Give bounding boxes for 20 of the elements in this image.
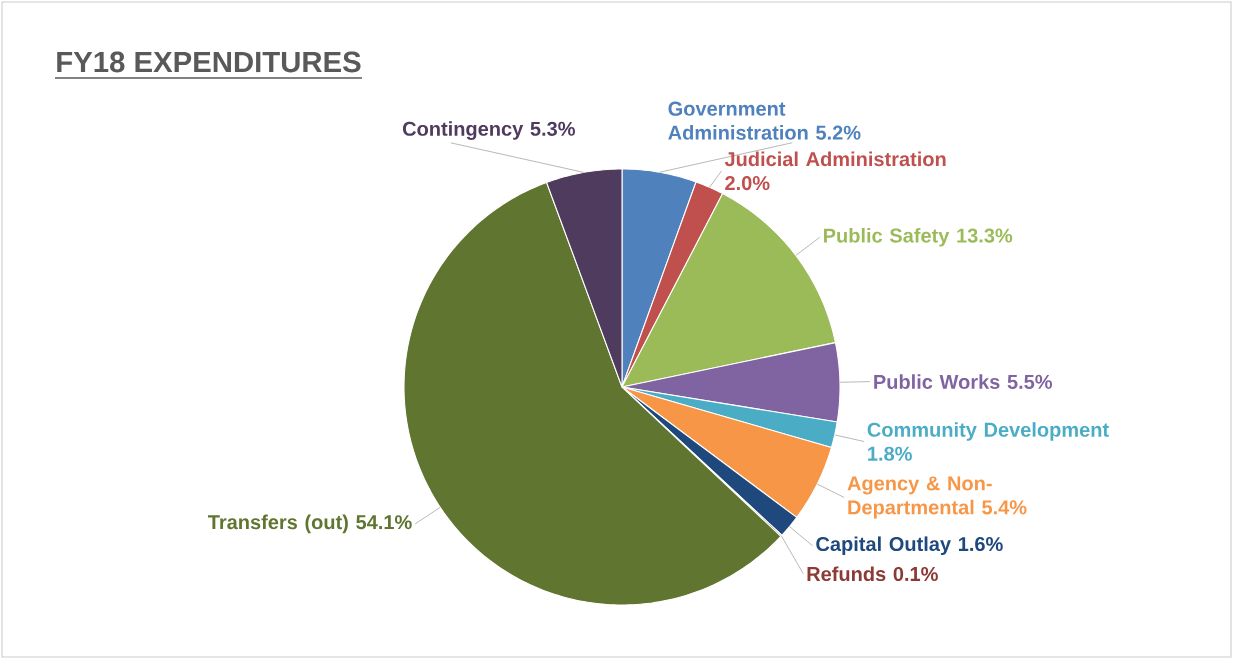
slice-label: Contingency <box>402 121 524 140</box>
slice-label: Community Development <box>867 422 1109 441</box>
slice-label: Capital Outlay <box>816 536 951 556</box>
data-label: 1.6% <box>958 536 1003 552</box>
slice-label: Public Safety <box>824 227 950 247</box>
data-label: 0.1% <box>893 566 938 582</box>
slice-label: Refunds <box>807 566 886 582</box>
data-label: 5.5% <box>1007 374 1053 389</box>
data-label: 54.1% <box>356 515 412 530</box>
chart-title: FY18 EXPENDITURES <box>57 51 361 73</box>
data-label: 5.4% <box>982 500 1027 515</box>
data-label: 5.3% <box>530 121 575 136</box>
slice-label: Public Works <box>874 374 1000 389</box>
slice-label: Transfers (out) <box>208 514 348 534</box>
data-label: 13.3% <box>957 228 1013 243</box>
data-label: 5.2% <box>816 125 861 140</box>
slice-label: Judicial Administration <box>724 151 946 167</box>
slice-label: Government Administration <box>668 101 808 140</box>
data-label: 1.8% <box>868 446 912 461</box>
data-label: 2.0% <box>725 176 770 191</box>
